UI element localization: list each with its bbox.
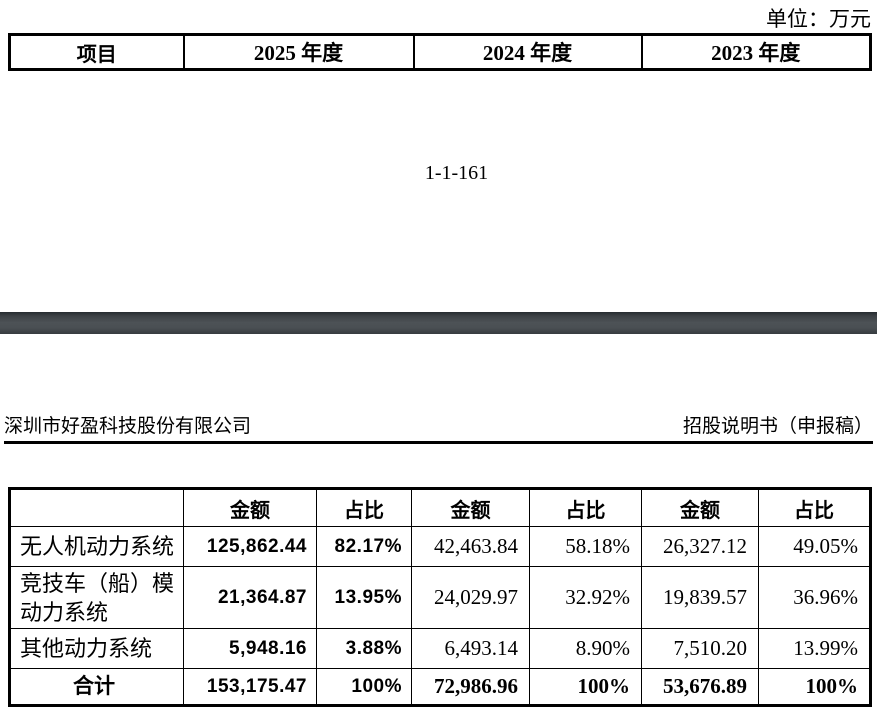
subheader-amount-2025: 金额 bbox=[183, 488, 317, 527]
subheader-amount-2023: 金额 bbox=[641, 488, 759, 527]
table-cell: 7,510.20 bbox=[641, 628, 759, 669]
table-cell: 6,493.14 bbox=[411, 628, 530, 669]
running-header: 深圳市好盈科技股份有限公司 招股说明书（申报稿） bbox=[4, 413, 873, 444]
table-cell: 100% bbox=[529, 668, 642, 706]
table-cell: 100% bbox=[758, 668, 871, 706]
table-cell: 26,327.12 bbox=[641, 526, 759, 567]
table-cell: 5,948.16 bbox=[183, 628, 317, 669]
table-cell: 49.05% bbox=[758, 526, 871, 567]
document-title: 招股说明书（申报稿） bbox=[682, 416, 873, 437]
corner-cell bbox=[9, 488, 184, 527]
table-row-rc-model: 竞技车（船）模动力系统 21,364.87 13.95% 24,029.97 3… bbox=[9, 566, 871, 629]
row-label: 竞技车（船）模动力系统 bbox=[9, 566, 184, 629]
table-cell: 72,986.96 bbox=[411, 668, 530, 706]
subheader-share-2023: 占比 bbox=[758, 488, 871, 527]
page-separator-bar bbox=[0, 312, 877, 334]
table-cell: 13.99% bbox=[758, 628, 871, 669]
table-cell: 21,364.87 bbox=[183, 566, 317, 629]
table-row-other: 其他动力系统 5,948.16 3.88% 6,493.14 8.90% 7,5… bbox=[9, 628, 871, 669]
page-number: 1-1-161 bbox=[424, 162, 489, 184]
table-header-row: 项目 2025 年度 2024 年度 2023 年度 bbox=[8, 33, 872, 71]
column-header-2025: 2025 年度 bbox=[182, 33, 415, 71]
subheader-amount-2024: 金额 bbox=[411, 488, 530, 527]
table-cell: 100% bbox=[316, 668, 412, 706]
table-cell: 8.90% bbox=[529, 628, 642, 669]
table-cell: 19,839.57 bbox=[641, 566, 759, 629]
table-cell: 82.17% bbox=[316, 526, 412, 567]
table-row-total: 合计 153,175.47 100% 72,986.96 100% 53,676… bbox=[9, 668, 871, 706]
row-label: 其他动力系统 bbox=[9, 628, 184, 669]
row-label: 无人机动力系统 bbox=[9, 526, 184, 567]
table-cell: 58.18% bbox=[529, 526, 642, 567]
column-header-2023: 2023 年度 bbox=[640, 33, 872, 71]
revenue-breakdown-table: 金额 占比 金额 占比 金额 占比 无人机动力系统 125,862.44 82.… bbox=[8, 487, 872, 707]
unit-label: 单位：万元 bbox=[766, 7, 871, 31]
subheader-share-2025: 占比 bbox=[316, 488, 412, 527]
table-cell: 53,676.89 bbox=[641, 668, 759, 706]
row-label-total: 合计 bbox=[9, 668, 184, 706]
subheader-share-2024: 占比 bbox=[529, 488, 642, 527]
table-cell: 42,463.84 bbox=[411, 526, 530, 567]
table-cell: 24,029.97 bbox=[411, 566, 530, 629]
column-header-item: 项目 bbox=[8, 33, 185, 71]
column-header-2024: 2024 年度 bbox=[412, 33, 643, 71]
company-name: 深圳市好盈科技股份有限公司 bbox=[4, 416, 252, 437]
table-cell: 125,862.44 bbox=[183, 526, 317, 567]
table-cell: 153,175.47 bbox=[183, 668, 317, 706]
table-cell: 3.88% bbox=[316, 628, 412, 669]
table-row-uav: 无人机动力系统 125,862.44 82.17% 42,463.84 58.1… bbox=[9, 526, 871, 567]
table-cell: 36.96% bbox=[758, 566, 871, 629]
table-cell: 32.92% bbox=[529, 566, 642, 629]
continued-table-header: 项目 2025 年度 2024 年度 2023 年度 bbox=[8, 33, 872, 71]
table-cell: 13.95% bbox=[316, 566, 412, 629]
table-subheader-row: 金额 占比 金额 占比 金额 占比 bbox=[9, 488, 871, 527]
